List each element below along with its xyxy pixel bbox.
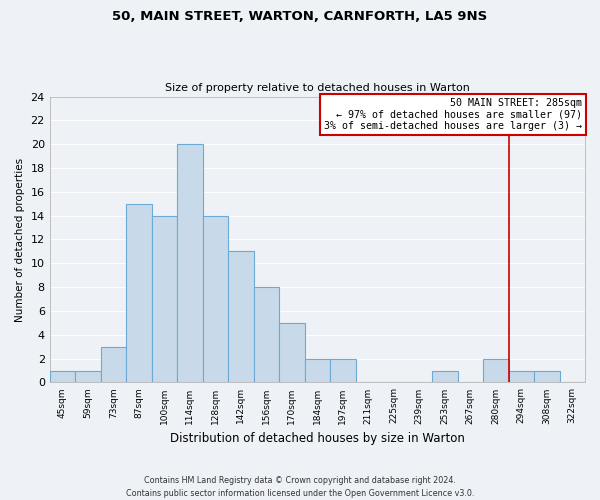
Bar	[279, 323, 305, 382]
Bar	[432, 370, 458, 382]
Bar	[50, 370, 75, 382]
Bar	[152, 216, 177, 382]
Bar	[75, 370, 101, 382]
Bar	[509, 370, 534, 382]
X-axis label: Distribution of detached houses by size in Warton: Distribution of detached houses by size …	[170, 432, 465, 445]
Title: Size of property relative to detached houses in Warton: Size of property relative to detached ho…	[165, 83, 470, 93]
Bar	[483, 358, 509, 382]
Bar	[101, 346, 126, 382]
Text: 50 MAIN STREET: 285sqm
← 97% of detached houses are smaller (97)
3% of semi-deta: 50 MAIN STREET: 285sqm ← 97% of detached…	[325, 98, 583, 131]
Y-axis label: Number of detached properties: Number of detached properties	[15, 158, 25, 322]
Text: 50, MAIN STREET, WARTON, CARNFORTH, LA5 9NS: 50, MAIN STREET, WARTON, CARNFORTH, LA5 …	[112, 10, 488, 23]
Bar	[177, 144, 203, 382]
Text: Contains HM Land Registry data © Crown copyright and database right 2024.
Contai: Contains HM Land Registry data © Crown c…	[126, 476, 474, 498]
Bar	[228, 252, 254, 382]
Bar	[305, 358, 330, 382]
Bar	[126, 204, 152, 382]
Bar	[203, 216, 228, 382]
Bar	[534, 370, 560, 382]
Bar	[330, 358, 356, 382]
Bar	[254, 287, 279, 382]
